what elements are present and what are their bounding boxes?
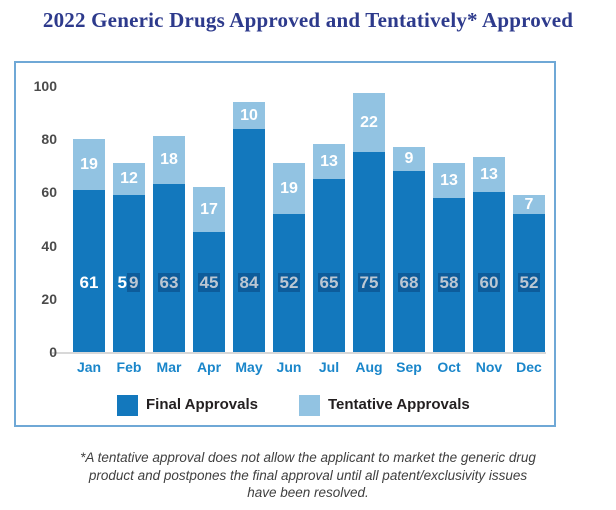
final-bar-jan	[73, 190, 105, 352]
month-label-sep: Sep	[396, 359, 422, 375]
month-label-may: May	[235, 359, 263, 375]
final-value-label-jun: 52	[277, 273, 301, 292]
chart-frame: 0 20 40 60 80 100 61 19 Jan 5 9 12 Feb 63 18 Mar 45 17 Apr…	[14, 61, 556, 427]
tentative-value-label-mar: 18	[160, 151, 178, 168]
footnote-line: product and postpones the final approval…	[88, 467, 528, 483]
y-axis-tick-label: 40	[41, 237, 57, 254]
month-label-oct: Oct	[437, 359, 461, 375]
tentative-bar-jul	[313, 144, 345, 179]
tentative-value-label-apr: 17	[200, 201, 218, 218]
x-axis-baseline	[52, 352, 546, 354]
final-bar-apr	[193, 232, 225, 352]
final-value-label-dec: 52	[517, 273, 541, 292]
y-axis-tick-label: 80	[41, 131, 57, 148]
tentative-bar-dec	[513, 195, 545, 214]
tentative-value-label-jun: 19	[280, 180, 298, 197]
tentative-bar-feb	[113, 163, 145, 195]
tentative-value-label-dec: 7	[524, 196, 534, 213]
tentative-value-label-nov: 13	[480, 166, 498, 183]
month-label-mar: Mar	[156, 359, 182, 375]
final-bar-mar	[153, 184, 185, 352]
legend: Final Approvals Tentative Approvals	[16, 395, 554, 417]
final-bar-nov	[473, 192, 505, 352]
y-axis-tick-label: 60	[41, 184, 57, 201]
tentative-bar-aug	[353, 93, 385, 152]
footnote-line: have been resolved.	[247, 485, 369, 500]
footnote-line: *A tentative approval does not allow the…	[80, 450, 536, 465]
final-bar-aug	[353, 152, 385, 352]
final-value-label-aug: 75	[357, 273, 381, 292]
tentative-approvals-legend-label: Tentative Approvals	[328, 396, 470, 413]
final-bar-may	[233, 129, 265, 352]
month-label-apr: Apr	[196, 359, 222, 375]
final-value-label-nov: 60	[477, 273, 501, 292]
plot-area: 0 20 40 60 80 100 61 19 Jan 5 9 12 Feb 63 18 Mar 45 17 Apr…	[16, 63, 554, 425]
month-label-dec: Dec	[516, 359, 542, 375]
tentative-value-label-sep: 9	[404, 150, 414, 167]
final-value-label-apr: 45	[197, 273, 221, 292]
final-bar-sep	[393, 171, 425, 352]
y-axis-tick-label: 0	[49, 344, 57, 360]
final-bar-jul	[313, 179, 345, 352]
tentative-bar-jun	[273, 163, 305, 214]
final-value-label-sep: 68	[397, 273, 421, 292]
month-label-aug: Aug	[355, 359, 383, 375]
tentative-value-label-jan: 19	[80, 156, 98, 173]
tentative-bar-may	[233, 102, 265, 129]
tentative-value-label-oct: 13	[440, 172, 458, 189]
tentative-value-label-feb: 12	[120, 170, 138, 187]
month-label-jul: Jul	[318, 359, 340, 375]
month-label-jun: Jun	[276, 359, 302, 375]
y-axis-tick-label: 20	[41, 290, 57, 307]
tentative-bar-apr	[193, 187, 225, 232]
tentative-bar-oct	[433, 163, 465, 198]
final-value-label-jan: 61	[79, 273, 99, 292]
footnote: *A tentative approval does not allow the…	[0, 449, 616, 502]
final-value-label-jul: 65	[317, 273, 341, 292]
tentative-value-label-may: 10	[240, 107, 258, 124]
month-label-jan: Jan	[76, 359, 102, 375]
tentative-bar-jan	[73, 139, 105, 190]
final-value-label-oct: 58	[437, 273, 461, 292]
month-label-feb: Feb	[116, 359, 142, 375]
chart-title: 2022 Generic Drugs Approved and Tentativ…	[42, 8, 574, 32]
tentative-value-label-aug: 22	[360, 114, 378, 131]
final-value-label-mar: 63	[157, 273, 181, 292]
final-approvals-legend-label: Final Approvals	[146, 396, 258, 413]
tentative-bar-sep	[393, 147, 425, 171]
tentative-value-label-jul: 13	[320, 153, 338, 170]
tentative-bar-nov	[473, 157, 505, 192]
final-approvals-swatch	[117, 395, 138, 416]
y-axis-tick-label: 100	[33, 78, 57, 94]
tentative-approvals-swatch	[299, 395, 320, 416]
final-value-label-may: 84	[237, 273, 261, 292]
tentative-bar-mar	[153, 136, 185, 184]
month-label-nov: Nov	[475, 359, 503, 375]
